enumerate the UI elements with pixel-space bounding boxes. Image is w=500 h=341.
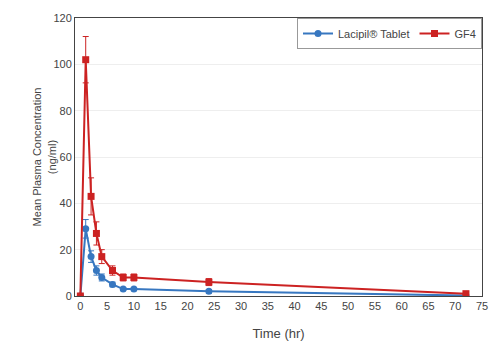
svg-text:20: 20 [60, 244, 72, 256]
svg-text:40: 40 [60, 197, 72, 209]
svg-text:Lacipil® Tablet: Lacipil® Tablet [338, 28, 410, 40]
svg-text:60: 60 [396, 300, 408, 312]
svg-text:45: 45 [315, 300, 327, 312]
svg-text:100: 100 [53, 58, 71, 70]
svg-text:Time (hr): Time (hr) [252, 326, 304, 341]
svg-text:0: 0 [66, 290, 72, 302]
svg-text:75: 75 [476, 300, 488, 312]
svg-text:70: 70 [449, 300, 461, 312]
svg-text:50: 50 [342, 300, 354, 312]
svg-text:40: 40 [288, 300, 300, 312]
svg-text:55: 55 [369, 300, 381, 312]
svg-text:5: 5 [104, 300, 110, 312]
svg-text:20: 20 [181, 300, 193, 312]
svg-text:25: 25 [208, 300, 220, 312]
svg-text:65: 65 [422, 300, 434, 312]
svg-text:GF4: GF4 [455, 28, 476, 40]
svg-text:Mean Plasma Concentration(ng/m: Mean Plasma Concentration(ng/ml) [31, 88, 57, 227]
svg-text:35: 35 [262, 300, 274, 312]
svg-text:10: 10 [128, 300, 140, 312]
svg-text:120: 120 [53, 12, 71, 24]
svg-text:15: 15 [155, 300, 167, 312]
svg-text:30: 30 [235, 300, 247, 312]
svg-text:80: 80 [60, 105, 72, 117]
svg-text:0: 0 [77, 300, 83, 312]
svg-text:60: 60 [60, 151, 72, 163]
